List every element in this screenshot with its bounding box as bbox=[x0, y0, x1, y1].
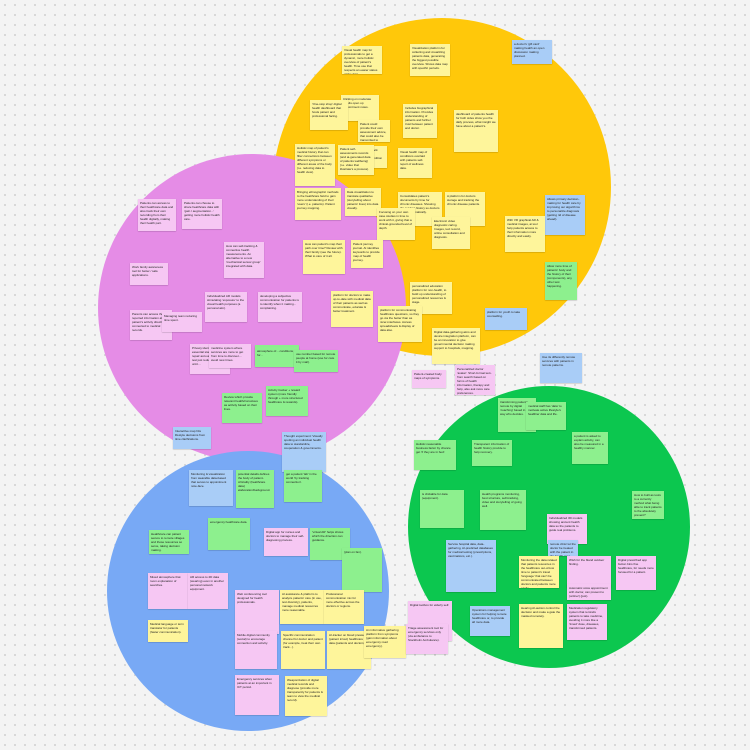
sticky-note-yellow[interactable]: Visual health map for professionals to g… bbox=[342, 46, 382, 74]
sticky-note-green[interactable]: Healthcare can patient secure to remote … bbox=[149, 530, 189, 554]
sticky-note-green[interactable]: medical staff has 'data' to motivate act… bbox=[526, 402, 566, 430]
sticky-note-yellow[interactable]: platform for communicating healthcare qu… bbox=[378, 306, 422, 342]
sticky-note-green[interactable]: Transparent information of health histor… bbox=[472, 440, 512, 466]
sticky-note-green[interactable]: use number based for remote people at ho… bbox=[294, 350, 338, 372]
sticky-note-pink[interactable]: Emergency services when patients at an i… bbox=[235, 675, 279, 715]
sticky-note-yellow[interactable]: Monitoring the data related that patient… bbox=[519, 556, 559, 588]
sticky-note-pink[interactable]: Work family awareness tool for better / … bbox=[130, 263, 168, 285]
sticky-note-yellow[interactable]: Weaponization of digital medical records… bbox=[285, 676, 327, 716]
sticky-note-yellow[interactable]: Holistic map of patient's medical histor… bbox=[295, 144, 335, 186]
sticky-note-pink[interactable]: Patients can choose to share healthcare … bbox=[182, 199, 222, 229]
sticky-note-green[interactable]: Health programs monitoring, best structu… bbox=[480, 490, 526, 530]
sticky-note-green[interactable]: atmosphere of... conditions for... bbox=[255, 347, 299, 367]
sticky-note-pink[interactable]: Personalized doctor 'avatar'. Short-form… bbox=[455, 365, 495, 395]
sticky-note-blue[interactable]: Operations management system for helping… bbox=[470, 606, 510, 636]
sticky-note-green[interactable]: potential details defines the body of pa… bbox=[236, 470, 274, 508]
sticky-note-yellow[interactable]: Specific communication channel for docto… bbox=[281, 631, 325, 669]
sticky-note-yellow[interactable]: Includes biographical information. Provi… bbox=[403, 104, 437, 138]
sticky-note-yellow[interactable]: Medical language or term translator for … bbox=[148, 620, 188, 642]
sticky-note-green[interactable]: is clickable for data (equipment). bbox=[420, 490, 464, 528]
sticky-note-pink[interactable]: Digital app for nurses and doctors to ma… bbox=[264, 528, 308, 556]
sticky-note-yellow[interactable]: Electronic video diagnostic caring. Imag… bbox=[432, 217, 470, 249]
sticky-note-yellow[interactable]: AI assistance & platform to analyze pati… bbox=[280, 590, 324, 624]
sticky-note-green[interactable]: How to built as tools to a currently met… bbox=[632, 491, 664, 519]
sticky-note-pink[interactable]: Mixed atmosphere that room explanation o… bbox=[148, 573, 188, 609]
sticky-note-yellow[interactable]: personalized education platform for non-… bbox=[410, 282, 452, 314]
sticky-note-pink[interactable]: Mobile digital community (social) to enc… bbox=[235, 631, 277, 669]
sticky-note-yellow[interactable]: Data visualization to translate qualitat… bbox=[345, 188, 381, 216]
sticky-note-green[interactable]: (plan on fan). bbox=[342, 548, 382, 592]
sticky-note-blue[interactable]: remote clinic let the doctor be treated … bbox=[548, 540, 578, 556]
sticky-note-yellow[interactable]: Focusing on your own case studies in tim… bbox=[377, 208, 415, 240]
sticky-note-pink[interactable]: Triage assessment tool for emergency ser… bbox=[406, 624, 448, 654]
sticky-note-yellow[interactable]: An informative gathering platform from s… bbox=[364, 626, 406, 658]
sticky-note-pink[interactable]: Automatic voice appointment with doctor,… bbox=[567, 584, 611, 600]
sticky-note-green[interactable]: Activity tracker + reward system (more f… bbox=[266, 386, 308, 416]
sticky-note-pink[interactable]: Managing team reducing time spent. bbox=[162, 312, 202, 332]
sticky-note-yellow[interactable]: Patient journey journal. AI identifies k… bbox=[351, 240, 383, 268]
sticky-note-yellow[interactable]: Bringing ethnographic methods to the hea… bbox=[295, 188, 341, 220]
sticky-note-yellow[interactable]: Professional communication mix for more … bbox=[324, 590, 364, 624]
sticky-note-green[interactable]: emergency healthcare data. bbox=[208, 518, 250, 550]
sticky-note-yellow[interactable]: platform for doctors to make up-to-date … bbox=[331, 291, 373, 327]
sticky-note-green[interactable]: Review which provide relevant health/con… bbox=[222, 393, 262, 423]
sticky-note-pink[interactable]: Patient-created body maps of symptoms. bbox=[412, 370, 446, 388]
sticky-note-blue[interactable]: Allows primary decision-making for healt… bbox=[545, 195, 585, 235]
sticky-note-yellow[interactable]: Visual health map of conditions overlaid… bbox=[398, 148, 432, 178]
sticky-note-pink[interactable]: Medication regulatory system that remind… bbox=[567, 604, 607, 640]
sticky-note-pink[interactable]: developing a subjective communication fo… bbox=[258, 292, 302, 322]
sticky-note-blue[interactable]: platform for youth to take counselling. bbox=[485, 308, 527, 330]
sticky-note-yellow[interactable]: Hearing AI-autism control the decision a… bbox=[519, 604, 563, 648]
sticky-note-pink[interactable]: Wish for the bland outdoor finding. bbox=[567, 556, 611, 588]
sticky-note-pink[interactable]: How can self-tracking & connective healt… bbox=[224, 242, 264, 278]
sticky-note-yellow[interactable]: AI-tracker on blood pressure (patient in… bbox=[327, 631, 371, 669]
sticky-note-yellow[interactable]: Visualization platform for collecting an… bbox=[410, 44, 450, 76]
sticky-note-blue[interactable]: a doctor's 'gift card' making health an … bbox=[512, 40, 552, 64]
sticky-note-pink[interactable]: Web conferencing tool designed for healt… bbox=[235, 590, 279, 634]
sticky-note-yellow[interactable]: Digital data-gathering aims and device i… bbox=[432, 328, 480, 364]
sticky-note-green[interactable]: Allow more time of patients' body and th… bbox=[545, 262, 577, 300]
sticky-note-yellow[interactable]: Patient could provide their own assessme… bbox=[358, 120, 390, 142]
sticky-note-blue[interactable]: Interactive map hits lifestyle decisions… bbox=[173, 427, 211, 449]
sticky-note-yellow[interactable]: 'One-stop shop' digital health dashboard… bbox=[310, 100, 348, 130]
sticky-note-yellow[interactable]: Patient self-assessments records (and ai… bbox=[338, 145, 374, 175]
sticky-note-pink[interactable]: medicine system where services are more … bbox=[209, 344, 251, 368]
sticky-note-green[interactable]: Holistic reasonable business factor by c… bbox=[414, 440, 456, 470]
sticky-note-pink[interactable]: Individualized 3D models showing ancient… bbox=[547, 514, 587, 544]
sticky-note-blue[interactable]: Service hospital data, data-gathering, A… bbox=[446, 540, 496, 592]
sticky-note-yellow[interactable]: dashboard of patients health for both si… bbox=[454, 110, 498, 152]
sticky-note-yellow[interactable]: With VR graphical AR & medical images, a… bbox=[505, 216, 545, 252]
sticky-note-blue[interactable]: Use its differently remote services with… bbox=[540, 353, 582, 383]
sticky-note-yellow[interactable]: How can patient's map their path over ti… bbox=[303, 240, 345, 274]
sticky-note-pink[interactable]: AR access to 2D data (wearing) even in a… bbox=[188, 573, 228, 609]
sticky-note-blue[interactable]: Monitoring & visualization from wearable… bbox=[189, 470, 233, 506]
sticky-note-pink[interactable]: Patients can access to their healthcare … bbox=[138, 199, 176, 231]
sticky-note-blue[interactable]: Thought experiment: Visually spotting an… bbox=[282, 432, 326, 472]
sticky-note-pink[interactable]: Individualized AR models stimulating 'ex… bbox=[205, 292, 247, 322]
sticky-note-pink[interactable]: Digital prescribed app button bins fine … bbox=[616, 556, 656, 590]
sticky-note-green[interactable]: get a patient 'lab' in the world 'by tra… bbox=[284, 470, 322, 502]
sticky-note-green[interactable]: a patient is asked to explain activity, … bbox=[572, 432, 608, 464]
